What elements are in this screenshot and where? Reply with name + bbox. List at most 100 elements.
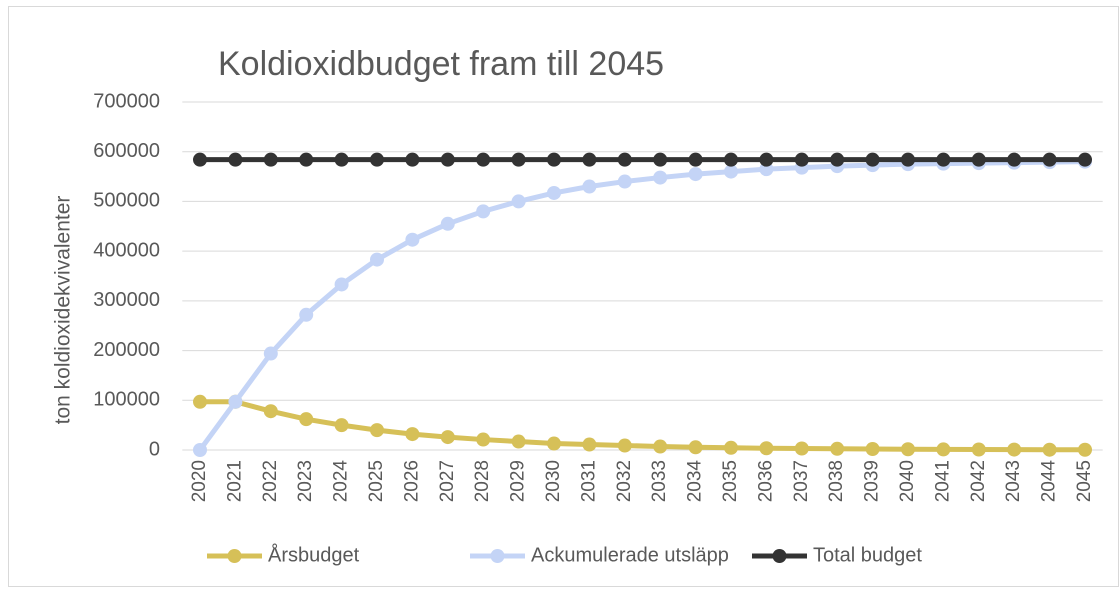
data-point — [688, 152, 703, 167]
x-tick-label: 2045 — [1074, 460, 1095, 502]
x-tick-label: 2028 — [472, 460, 493, 502]
y-tick-label: 200000 — [93, 339, 160, 361]
data-point — [440, 216, 455, 231]
data-point — [263, 404, 278, 419]
data-point — [582, 179, 597, 194]
x-tick-label: 2041 — [932, 460, 953, 502]
data-point — [653, 152, 668, 167]
x-tick-label: 2021 — [224, 460, 245, 502]
data-point — [1078, 152, 1092, 167]
x-tick-label: 2039 — [862, 460, 883, 502]
data-point — [971, 442, 986, 457]
data-point — [936, 442, 951, 457]
data-point — [617, 174, 632, 189]
data-point — [547, 185, 561, 200]
data-point — [865, 442, 880, 457]
y-tick-label: 500000 — [93, 190, 160, 212]
data-point — [1007, 152, 1022, 167]
data-point — [617, 438, 632, 453]
x-tick-label: 2026 — [401, 460, 422, 502]
y-tick-label: 600000 — [93, 140, 160, 162]
data-point — [228, 394, 243, 409]
data-point — [865, 152, 880, 167]
legend-label: Total budget — [813, 544, 922, 566]
legend-marker — [227, 549, 242, 563]
data-point — [901, 442, 915, 457]
data-point — [440, 152, 455, 167]
data-point — [334, 418, 349, 433]
data-point — [193, 443, 207, 457]
x-tick-label: 2032 — [614, 460, 635, 502]
x-tick-label: 2033 — [649, 460, 670, 502]
y-tick-label: 100000 — [93, 389, 160, 411]
data-point — [228, 152, 243, 167]
chart-title: Koldioxidbudget fram till 2045 — [218, 45, 664, 83]
y-tick-label: 300000 — [93, 289, 160, 311]
data-point — [724, 152, 738, 167]
data-point — [688, 440, 703, 455]
data-point — [405, 152, 420, 167]
y-tick-label: 0 — [149, 438, 160, 460]
x-tick-label: 2024 — [331, 460, 352, 503]
data-point — [617, 152, 632, 167]
data-point — [193, 394, 207, 409]
data-point — [794, 152, 809, 167]
x-tick-label: 2020 — [189, 460, 210, 502]
x-tick-label: 2023 — [295, 460, 316, 502]
x-tick-label: 2036 — [755, 460, 776, 502]
x-tick-label: 2034 — [685, 460, 706, 503]
data-point — [1042, 442, 1057, 457]
data-point — [547, 152, 561, 167]
data-point — [724, 440, 738, 455]
data-point — [299, 307, 314, 322]
data-point — [901, 152, 915, 167]
x-tick-label: 2022 — [260, 460, 281, 502]
data-point — [511, 152, 526, 167]
data-point — [582, 437, 597, 452]
data-point — [511, 194, 526, 209]
data-point — [936, 152, 951, 167]
data-point — [299, 152, 314, 167]
x-tick-label: 2040 — [897, 460, 918, 502]
data-point — [405, 427, 420, 442]
data-point — [476, 204, 491, 219]
x-tick-label: 2031 — [578, 460, 599, 502]
x-tick-label: 2043 — [1003, 460, 1024, 502]
x-tick-label: 2027 — [437, 460, 458, 502]
data-point — [971, 152, 986, 167]
data-point — [759, 441, 774, 456]
legend-marker — [490, 549, 505, 563]
data-point — [476, 152, 491, 167]
data-point — [1007, 442, 1022, 457]
data-point — [794, 441, 809, 456]
data-point — [370, 152, 384, 167]
data-point — [653, 170, 668, 185]
data-point — [724, 164, 738, 179]
data-point — [334, 277, 349, 292]
data-point — [405, 232, 420, 247]
data-point — [1042, 152, 1057, 167]
data-point — [370, 423, 384, 438]
x-tick-label: 2044 — [1039, 460, 1060, 503]
data-point — [334, 152, 349, 167]
legend-label: Årsbudget — [268, 543, 360, 566]
data-point — [263, 152, 278, 167]
x-tick-label: 2029 — [508, 460, 529, 502]
x-tick-label: 2030 — [543, 460, 564, 502]
data-point — [830, 441, 845, 456]
legend-marker — [772, 549, 787, 563]
data-point — [193, 152, 207, 167]
x-tick-label: 2042 — [968, 460, 989, 502]
x-tick-label: 2038 — [826, 460, 847, 502]
data-point — [440, 430, 455, 445]
x-tick-label: 2025 — [366, 460, 387, 502]
data-point — [370, 252, 384, 267]
legend-label: Ackumulerade utsläpp — [531, 544, 729, 566]
data-point — [476, 432, 491, 447]
y-tick-label: 700000 — [93, 90, 160, 112]
y-axis-title: ton koldioxidekvivalenter — [52, 196, 75, 425]
data-point — [582, 152, 597, 167]
x-tick-label: 2035 — [720, 460, 741, 502]
data-point — [547, 436, 561, 451]
